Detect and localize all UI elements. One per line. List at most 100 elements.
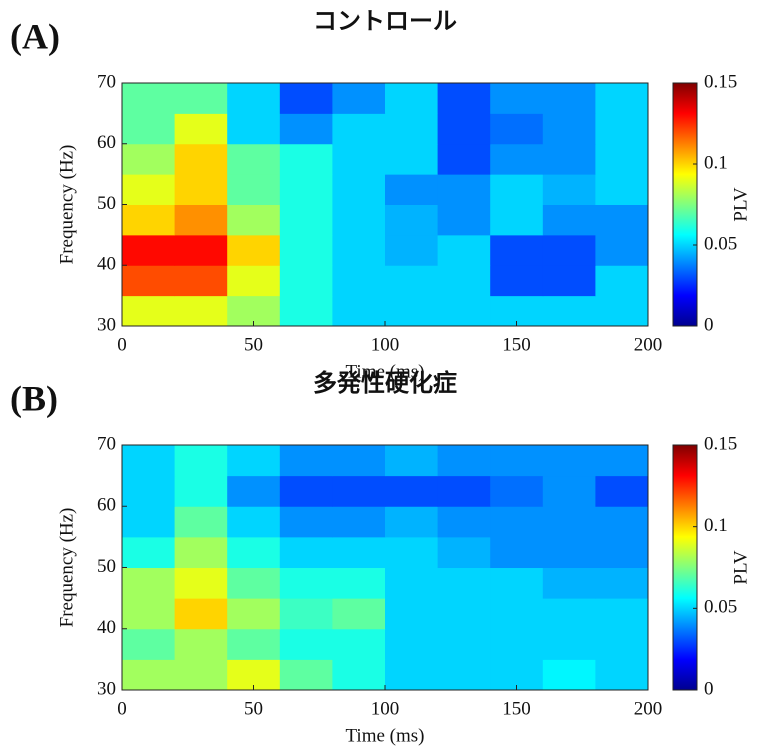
heat-cell [279,475,333,507]
heat-cell [542,475,596,507]
heat-cell [490,445,544,477]
y-tick-label: 60 [97,495,116,516]
heat-cell [490,113,544,145]
colorbar-tick-label: 0 [704,314,714,335]
heat-cell [174,265,228,297]
heat-cell [174,295,228,327]
colorbar-label: PLV [730,550,751,584]
y-tick-label: 70 [97,433,116,454]
heat-cell [122,536,176,568]
heat-cell [279,143,333,175]
heat-cell [279,536,333,568]
heat-cell [332,234,386,266]
heat-cell [437,536,491,568]
heat-cell [542,659,596,691]
heat-cell [595,628,649,660]
heat-cell [385,536,439,568]
heat-cell [227,536,281,568]
heat-cell [490,234,544,266]
chart-title: 多発性硬化症 [313,369,457,397]
heat-cell [174,598,228,630]
heat-cell [490,174,544,205]
heat-cell [122,265,176,297]
heat-cell [542,445,596,477]
colorbar [672,444,698,691]
heat-cell [595,174,649,205]
heat-cell [122,83,176,114]
heat-cell [437,143,491,175]
y-tick-label: 30 [97,314,116,335]
y-tick-label: 50 [97,556,116,577]
y-axis-label: Frequency (Hz) [56,508,77,628]
y-tick-label: 30 [97,678,116,699]
heat-cell [122,113,176,145]
heat-cell [227,143,281,175]
heat-cell [490,143,544,175]
heat-cell [279,567,333,599]
heat-cell [490,628,544,660]
heat-cell [332,445,386,477]
heat-cell [122,204,176,236]
heat-cell [279,628,333,660]
heat-cell [279,506,333,538]
heat-cell [542,536,596,568]
heat-cell [332,113,386,145]
heat-cell [122,295,176,327]
heat-cell [385,113,439,145]
x-tick-label: 200 [634,698,663,719]
y-tick-label: 50 [97,193,116,214]
heat-cell [279,174,333,205]
heat-cell [227,445,281,477]
heat-cell [437,174,491,205]
heat-cell [542,506,596,538]
heat-cell [122,445,176,477]
x-tick-label: 100 [371,334,400,355]
heat-cell [227,628,281,660]
heat-cell [437,113,491,145]
heat-cell [490,567,544,599]
heat-cell [227,113,281,145]
heat-cell [385,659,439,691]
heat-cell [542,598,596,630]
heat-cell [122,506,176,538]
heat-cell [437,204,491,236]
x-tick-label: 200 [634,334,663,355]
heat-cell [595,659,649,691]
heat-cell [174,445,228,477]
heat-cell [279,113,333,145]
heat-cell [385,445,439,477]
heat-cell [542,174,596,205]
heat-cell [174,204,228,236]
heat-cell [490,204,544,236]
heat-cell [595,295,649,327]
heat-cell [490,475,544,507]
colorbar-tick-label: 0.05 [704,233,737,254]
heat-cell [437,295,491,327]
heat-cell [332,143,386,175]
heat-cell [490,265,544,297]
heat-cell [122,174,176,205]
heat-cell [437,567,491,599]
heat-cell [595,598,649,630]
heat-cell [490,83,544,114]
heat-cell [437,475,491,507]
heat-cell [174,83,228,114]
heat-cell [490,506,544,538]
heat-cell [122,598,176,630]
heat-cell [122,628,176,660]
heat-cell [595,445,649,477]
heat-cell [542,628,596,660]
colorbar-tick-label: 0.05 [704,597,737,618]
x-axis-label: Time (ms) [345,725,424,746]
heat-cell [332,628,386,660]
heat-cell [279,83,333,114]
heat-cell [227,598,281,630]
heat-cell [122,567,176,599]
heat-cell [332,174,386,205]
heat-cell [279,445,333,477]
heat-cell [174,506,228,538]
heat-cell [332,83,386,114]
x-tick-label: 50 [244,334,263,355]
heat-cell [595,536,649,568]
heat-cell [595,143,649,175]
